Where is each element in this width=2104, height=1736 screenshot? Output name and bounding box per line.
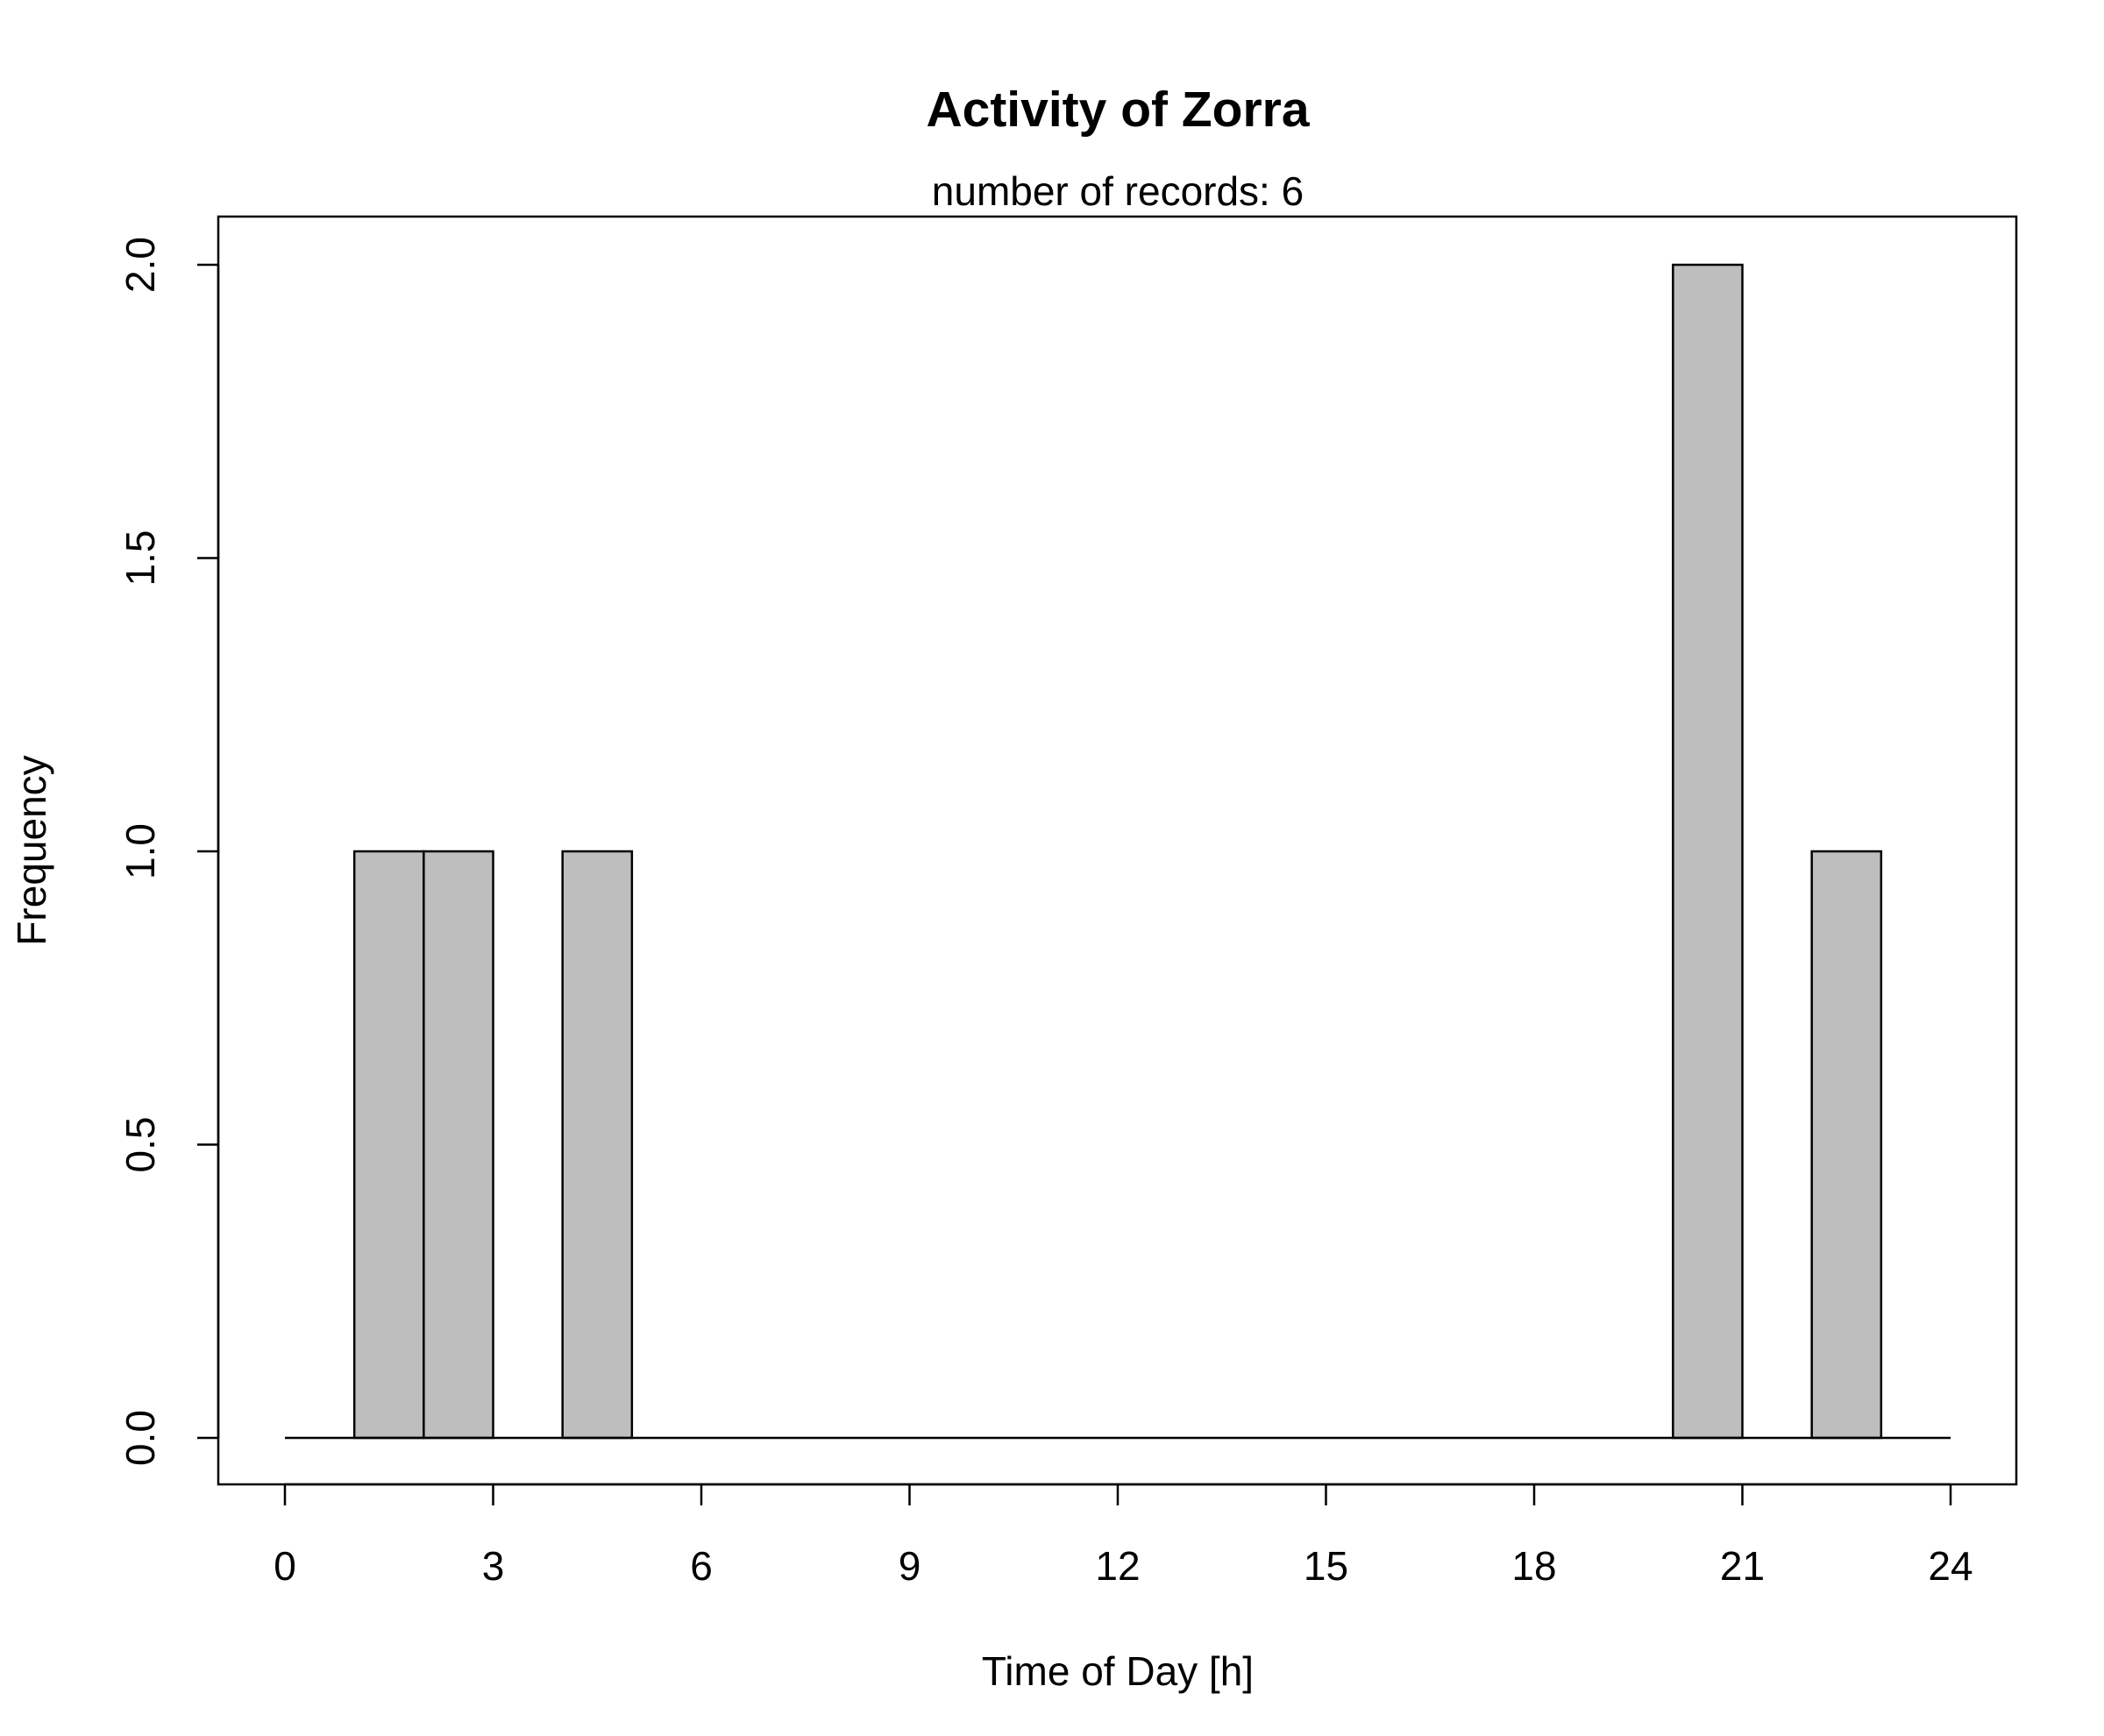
bars-group <box>352 263 1883 1440</box>
x-axis-label: Time of Day [h] <box>982 1648 1254 1694</box>
y-tick-label-1: 0.5 <box>117 1117 163 1173</box>
y-tick-label-4: 2.0 <box>117 237 163 293</box>
x-tick-label-7: 21 <box>1720 1543 1765 1589</box>
x-tick-label-4: 12 <box>1095 1543 1140 1589</box>
x-tick-label-3: 9 <box>899 1543 921 1589</box>
chart-title: Activity of Zorra <box>926 82 1310 138</box>
chart-subtitle: number of records: 6 <box>932 168 1304 214</box>
y-tick-label-3: 1.5 <box>117 530 163 587</box>
y-tick-label-2: 1.0 <box>117 823 163 879</box>
histogram-bar-4 <box>1810 850 1883 1440</box>
histogram-bar-1 <box>423 850 494 1440</box>
x-tick-label-0: 0 <box>274 1543 296 1589</box>
y-axis: 0.0 0.5 1.0 1.5 2.0 <box>117 237 220 1466</box>
x-axis: 0 3 6 9 12 15 18 21 24 <box>274 1483 1973 1589</box>
x-tick-label-6: 18 <box>1511 1543 1556 1589</box>
histogram-bar-0 <box>352 850 425 1440</box>
histogram-bar-3 <box>1672 263 1744 1440</box>
histogram-bar-2 <box>561 850 634 1440</box>
x-tick-label-2: 6 <box>690 1543 713 1589</box>
x-tick-label-1: 3 <box>482 1543 505 1589</box>
x-tick-label-5: 15 <box>1304 1543 1348 1589</box>
y-tick-label-0: 0.0 <box>117 1410 163 1466</box>
y-axis-label: Frequency <box>9 755 54 945</box>
x-tick-label-8: 24 <box>1928 1543 1972 1589</box>
